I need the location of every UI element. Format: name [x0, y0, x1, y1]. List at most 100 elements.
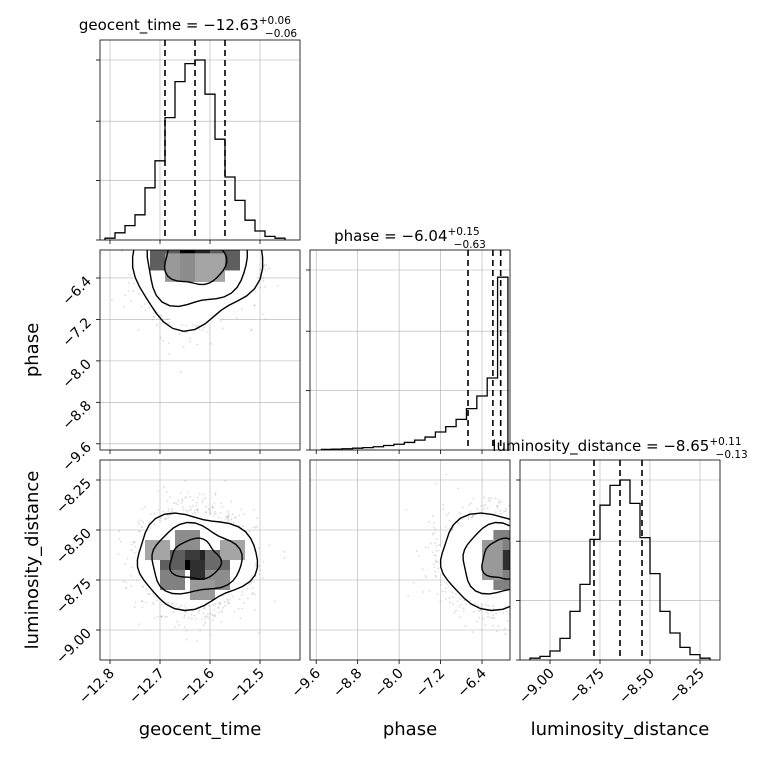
scatter-time-phase-point — [194, 243, 196, 245]
scatter-time-phase-point — [127, 289, 130, 292]
scatter-time-phase-point — [191, 241, 193, 243]
scatter-time-distance-point — [254, 526, 257, 529]
scatter-time-phase-point — [213, 247, 215, 249]
scatter-time-phase-point — [241, 246, 243, 248]
scatter-time-phase-point — [199, 240, 201, 242]
scatter-time-phase-point — [229, 248, 231, 250]
scatter-time-phase-point — [220, 246, 222, 248]
scatter-time-distance-point — [132, 541, 135, 543]
scatter-time-distance-point — [228, 514, 231, 517]
scatter-time-phase-point — [163, 247, 165, 249]
scatter-time-distance-point — [207, 613, 209, 616]
scatter-time-phase-point — [168, 241, 170, 243]
scatter-time-distance-point — [223, 601, 226, 603]
scatter-time-phase-point — [250, 329, 253, 332]
scatter-time-distance-point — [153, 523, 156, 526]
scatter-time-distance-point — [258, 573, 261, 575]
scatter-time-phase-point — [189, 240, 191, 242]
scatter-time-phase-point — [211, 241, 213, 243]
scatter-time-phase-point — [199, 246, 201, 248]
scatter-time-distance-point — [214, 493, 217, 496]
scatter-time-distance-point — [188, 509, 191, 512]
scatter-time-phase-point — [205, 246, 207, 248]
scatter-time-phase-point — [208, 248, 210, 250]
scatter-time-phase-point — [146, 245, 148, 247]
scatter-time-distance-point — [220, 621, 223, 623]
scatter-time-phase-point — [178, 333, 181, 336]
scatter-time-phase-point — [130, 300, 133, 302]
scatter-time-phase-point — [241, 248, 243, 250]
scatter-time-phase-point — [229, 241, 231, 243]
scatter-time-phase-point — [262, 313, 264, 315]
scatter-time-distance-point — [262, 560, 265, 563]
scatter-time-distance-point — [301, 581, 303, 583]
scatter-time-phase-point — [184, 246, 186, 248]
scatter-time-phase-point — [161, 248, 163, 250]
scatter-time-phase-point — [218, 240, 220, 242]
scatter-time-phase-point — [179, 242, 181, 244]
scatter-time-phase-point — [128, 273, 131, 276]
scatter-time-phase-point — [195, 244, 197, 246]
scatter-time-distance-point — [195, 504, 198, 507]
scatter-time-phase-point — [174, 246, 176, 248]
scatter-time-phase-point — [184, 247, 186, 249]
scatter-time-distance-point — [283, 557, 286, 559]
scatter-time-distance-point — [204, 616, 207, 619]
scatter-time-phase-point — [231, 242, 233, 244]
scatter-time-distance-point — [196, 511, 199, 514]
scatter-time-phase-point — [148, 307, 150, 309]
scatter-time-distance-point — [213, 502, 216, 505]
scatter-time-distance-point — [189, 495, 192, 498]
scatter-time-distance-point — [153, 594, 155, 597]
scatter-time-phase-point — [172, 244, 174, 246]
scatter-time-distance-point — [183, 614, 186, 617]
scatter-time-phase-point — [217, 244, 219, 246]
scatter-time-phase-point — [227, 243, 229, 245]
scatter-time-phase-point — [253, 304, 256, 307]
scatter-time-distance-point — [217, 606, 220, 609]
scatter-time-distance-point — [218, 611, 221, 614]
scatter-time-phase-point — [161, 247, 163, 249]
scatter-time-distance-point — [203, 607, 206, 609]
scatter-time-phase-point — [138, 292, 141, 295]
scatter-time-phase-point — [196, 243, 198, 245]
scatter-time-phase-point — [212, 244, 214, 246]
scatter-time-phase-point — [195, 248, 197, 250]
scatter-time-distance-point — [183, 626, 186, 629]
scatter-time-phase-point — [229, 243, 231, 245]
scatter-time-phase-point — [180, 244, 182, 246]
scatter-time-distance-point — [140, 525, 143, 528]
scatter-time-phase-point — [221, 241, 223, 243]
scatter-time-phase-point — [197, 242, 199, 244]
scatter-time-phase-point — [204, 248, 206, 250]
scatter-time-distance-point — [213, 615, 216, 618]
scatter-time-distance-point — [165, 615, 168, 618]
scatter-time-phase-point — [219, 319, 222, 322]
scatter-time-phase-point — [259, 257, 262, 260]
scatter-time-phase-point — [211, 247, 213, 249]
scatter-time-phase-point — [167, 247, 169, 249]
scatter-time-phase-point — [178, 242, 180, 244]
scatter-time-phase-point — [142, 196, 144, 198]
scatter-time-phase-point — [196, 244, 198, 246]
scatter-time-phase-point — [214, 242, 216, 244]
scatter-time-phase-point — [182, 243, 184, 245]
scatter-time-phase-point — [184, 244, 186, 246]
scatter-time-distance-point — [161, 603, 163, 606]
scatter-time-phase-point — [233, 242, 235, 244]
scatter-time-distance-point — [211, 505, 214, 508]
scatter-time-distance-point — [207, 508, 210, 511]
scatter-time-phase-point — [217, 245, 219, 247]
scatter-time-phase-point — [205, 241, 207, 243]
scatter-time-phase-point — [180, 247, 182, 249]
scatter-time-distance-point — [189, 505, 192, 508]
scatter-time-phase-point — [133, 247, 135, 249]
scatter-time-phase-point — [264, 285, 266, 288]
scatter-time-phase-point — [204, 246, 206, 248]
scatter-time-phase-point — [196, 343, 199, 346]
scatter-time-distance-point — [147, 593, 150, 596]
scatter-time-phase-point — [191, 246, 193, 248]
scatter-time-distance-point — [172, 611, 175, 613]
scatter-time-distance-point — [258, 547, 261, 549]
